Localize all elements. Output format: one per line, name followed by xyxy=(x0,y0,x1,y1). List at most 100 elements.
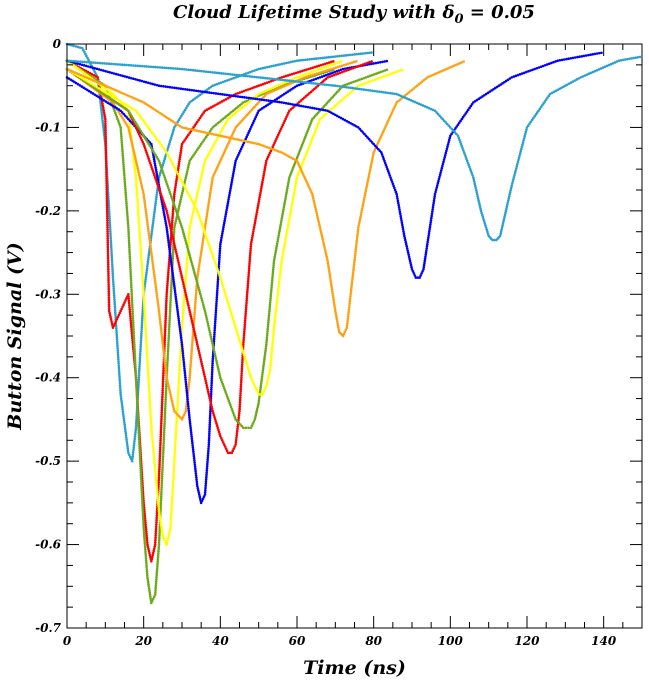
data-point xyxy=(141,312,144,316)
data-point xyxy=(109,232,112,236)
data-point xyxy=(460,117,464,121)
data-point xyxy=(205,215,208,218)
data-point xyxy=(353,258,356,262)
data-point xyxy=(239,391,242,395)
data-point xyxy=(180,340,184,344)
data-point xyxy=(126,94,129,97)
data-point xyxy=(207,445,210,448)
data-point xyxy=(226,204,229,208)
data-point xyxy=(327,266,330,269)
data-point xyxy=(277,283,281,286)
data-point xyxy=(175,416,179,419)
data-point xyxy=(185,261,189,264)
data-point xyxy=(127,117,130,121)
data-point xyxy=(210,91,213,95)
data-point xyxy=(269,147,273,150)
data-point xyxy=(215,298,219,301)
data-point xyxy=(195,279,199,283)
data-point xyxy=(368,168,372,171)
data-point xyxy=(247,368,250,371)
data-point xyxy=(242,74,245,77)
data-point xyxy=(188,374,192,377)
data-point xyxy=(122,163,125,166)
data-point xyxy=(158,511,161,515)
data-point xyxy=(153,208,157,212)
data-point xyxy=(153,159,156,163)
data-point xyxy=(265,343,268,346)
data-point xyxy=(191,341,194,345)
data-point xyxy=(175,254,179,258)
data-point xyxy=(289,210,293,214)
data-point xyxy=(125,204,128,208)
data-point xyxy=(130,95,133,99)
data-point xyxy=(141,273,144,276)
data-point xyxy=(337,101,340,105)
data-point xyxy=(468,165,471,169)
data-point xyxy=(179,153,182,157)
data-point xyxy=(144,323,147,327)
data-point xyxy=(283,201,286,205)
data-point xyxy=(154,197,158,201)
data-point xyxy=(161,457,165,461)
data-point xyxy=(125,200,128,203)
data-point xyxy=(173,451,177,454)
data-point xyxy=(248,129,251,133)
data-point xyxy=(166,380,169,384)
data-point xyxy=(159,322,162,326)
data-point xyxy=(106,101,110,104)
data-point xyxy=(189,361,193,364)
data-point xyxy=(410,265,413,269)
data-point xyxy=(310,137,314,141)
data-point xyxy=(119,128,123,131)
data-point xyxy=(107,294,111,297)
data-point xyxy=(402,232,406,235)
data-point xyxy=(300,143,304,147)
data-point xyxy=(99,106,103,109)
data-point xyxy=(134,369,137,373)
data-point xyxy=(467,163,471,167)
data-point xyxy=(167,343,170,346)
data-point xyxy=(191,443,194,447)
data-point xyxy=(322,74,326,78)
data-point xyxy=(142,288,145,292)
data-point xyxy=(320,233,324,237)
data-point xyxy=(72,59,75,63)
data-point xyxy=(289,82,292,85)
data-point xyxy=(107,278,110,282)
data-point xyxy=(233,163,237,167)
data-point xyxy=(265,334,269,337)
data-point xyxy=(184,137,188,140)
data-point xyxy=(140,184,143,187)
data-point xyxy=(196,281,199,285)
data-point xyxy=(200,250,203,253)
data-point xyxy=(119,388,122,392)
data-point xyxy=(105,166,108,169)
data-point xyxy=(138,134,142,138)
data-point xyxy=(237,153,240,157)
data-point xyxy=(71,79,74,83)
data-point xyxy=(105,170,108,174)
data-point xyxy=(140,257,143,261)
data-point xyxy=(370,62,373,66)
data-point xyxy=(170,399,174,402)
data-point xyxy=(138,365,141,368)
data-point xyxy=(203,137,207,140)
data-point xyxy=(159,435,163,438)
data-point xyxy=(278,272,282,276)
data-point xyxy=(199,115,203,118)
data-point xyxy=(147,256,150,259)
data-point xyxy=(584,54,588,57)
data-point xyxy=(208,329,211,332)
data-point xyxy=(171,216,174,220)
data-point xyxy=(326,259,329,263)
data-point xyxy=(128,308,132,311)
data-point xyxy=(236,334,240,338)
data-point xyxy=(177,389,180,393)
data-point xyxy=(179,149,183,152)
data-point xyxy=(253,69,256,72)
data-point xyxy=(139,246,142,250)
data-point xyxy=(231,73,234,76)
data-point xyxy=(186,400,190,404)
data-point xyxy=(288,155,291,158)
data-point xyxy=(158,461,161,464)
